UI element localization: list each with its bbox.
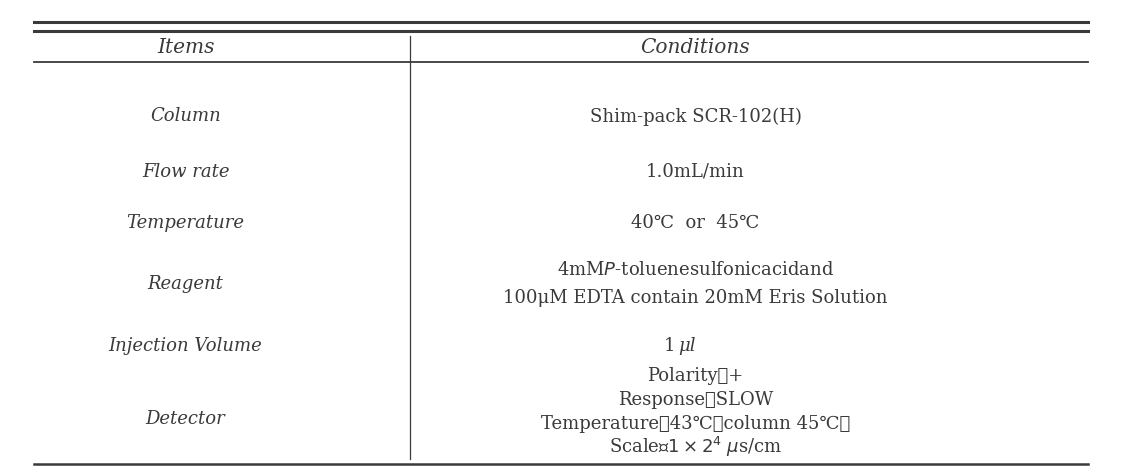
- Text: μl: μl: [679, 337, 696, 355]
- Text: Temperature：43℃（column 45℃）: Temperature：43℃（column 45℃）: [541, 415, 850, 433]
- Text: 1: 1: [664, 337, 675, 355]
- Text: 40℃  or  45℃: 40℃ or 45℃: [632, 214, 760, 232]
- Text: Items: Items: [157, 38, 214, 57]
- Text: Reagent: Reagent: [148, 275, 223, 293]
- Text: Temperature: Temperature: [127, 214, 245, 232]
- Text: 1.0mL/min: 1.0mL/min: [646, 163, 745, 181]
- Text: Column: Column: [150, 108, 221, 126]
- Text: Scale：$1\times2^{4}$ $\mu$s/cm: Scale：$1\times2^{4}$ $\mu$s/cm: [609, 435, 782, 459]
- Text: Response：SLOW: Response：SLOW: [618, 391, 773, 409]
- Text: Polarity：+: Polarity：+: [647, 367, 744, 385]
- Text: Flow rate: Flow rate: [141, 163, 229, 181]
- Text: 4mM$\mathit{P}$-toluenesulfonicacidand: 4mM$\mathit{P}$-toluenesulfonicacidand: [557, 261, 834, 279]
- Text: Conditions: Conditions: [641, 38, 751, 57]
- Text: 100μM EDTA contain 20mM Eris Solution: 100μM EDTA contain 20mM Eris Solution: [504, 290, 888, 308]
- Text: Detector: Detector: [146, 410, 226, 428]
- Text: Shim-pack SCR-102(H): Shim-pack SCR-102(H): [589, 107, 801, 126]
- Text: Injection Volume: Injection Volume: [109, 337, 263, 355]
